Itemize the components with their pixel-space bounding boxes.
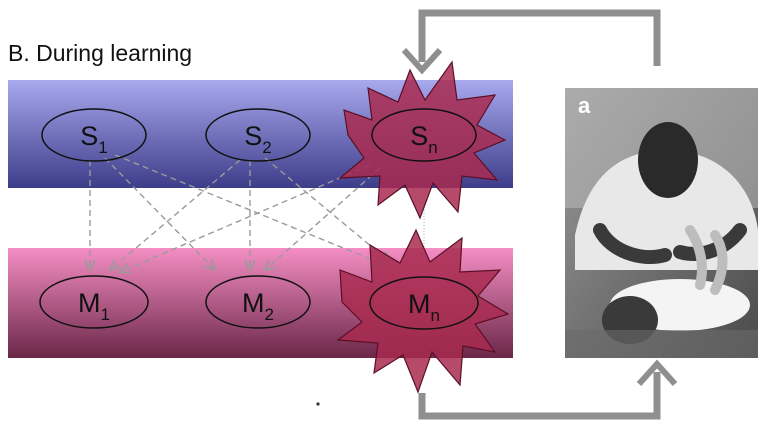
- motor-node-2: M2: [205, 275, 311, 329]
- svg-text:S2: S2: [244, 121, 271, 157]
- svg-text:S1: S1: [80, 121, 107, 157]
- node-letter: S: [410, 121, 428, 151]
- dashed-connection-arrow: [110, 159, 241, 270]
- dashed-connections: [90, 154, 390, 272]
- node-letter: S: [80, 121, 98, 151]
- svg-text:Sn: Sn: [410, 121, 437, 157]
- sensory-node-2: S2: [205, 108, 311, 162]
- diagram-title: B. During learning: [8, 40, 192, 66]
- node-subscript: n: [428, 138, 437, 157]
- feedback-arrow-bottom: [418, 359, 678, 420]
- stray-dot: [316, 402, 320, 406]
- dashed-connection-arrow: [265, 167, 381, 270]
- photo-adult-infant: a: [565, 88, 758, 358]
- motor-node-n: Mn: [369, 276, 479, 330]
- starburst-highlight-motor: [336, 228, 510, 394]
- node-letter: M: [242, 288, 265, 318]
- dashed-connection-arrow: [120, 164, 371, 272]
- node-subscript: 2: [262, 138, 271, 157]
- starburst-highlight-sensory: [338, 60, 507, 220]
- svg-text:M1: M1: [78, 288, 110, 324]
- sensory-node-n: Sn: [371, 108, 477, 162]
- dashed-connection-arrow: [264, 157, 390, 262]
- dashed-connection-arrow: [104, 157, 215, 270]
- svg-text:Mn: Mn: [408, 289, 440, 325]
- feedback-arrow-top: [401, 9, 661, 75]
- node-subscript: 1: [101, 305, 110, 324]
- node-letter: M: [408, 289, 431, 319]
- photo-label: a: [578, 93, 591, 118]
- sensory-node-1: S1: [41, 108, 147, 162]
- node-subscript: 1: [98, 138, 107, 157]
- node-letter: M: [78, 288, 101, 318]
- motor-node-1: M1: [39, 275, 149, 329]
- node-subscript: 2: [265, 305, 274, 324]
- node-letter: S: [244, 121, 262, 151]
- svg-text:M2: M2: [242, 288, 274, 324]
- node-subscript: n: [431, 306, 440, 325]
